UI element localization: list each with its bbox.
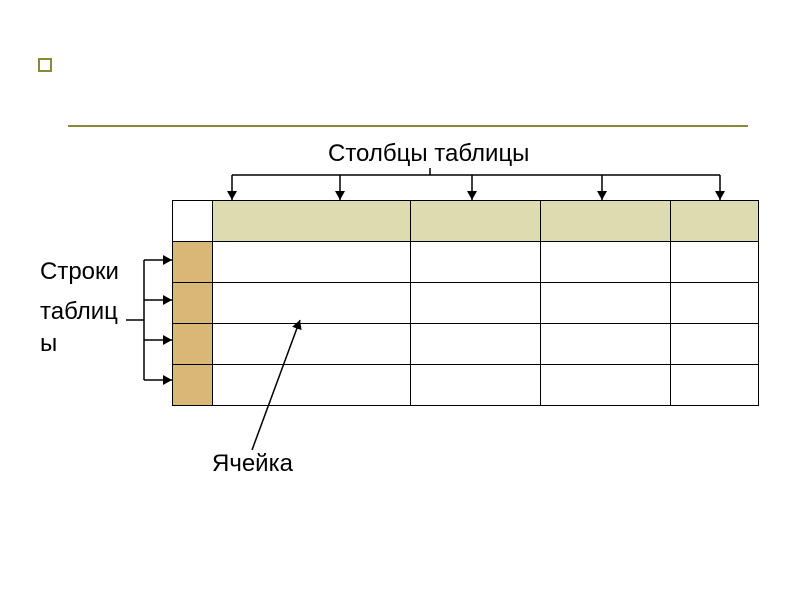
table-cell bbox=[671, 365, 759, 406]
table-cell bbox=[173, 242, 213, 283]
table-cell bbox=[411, 283, 541, 324]
table-cell bbox=[411, 242, 541, 283]
table-cell bbox=[671, 283, 759, 324]
slide-bullet bbox=[38, 58, 52, 72]
sample-table bbox=[172, 200, 759, 406]
title-underline bbox=[68, 125, 748, 127]
rows-label-line3: ы bbox=[40, 330, 57, 359]
table-cell bbox=[173, 283, 213, 324]
table-cell bbox=[541, 201, 671, 242]
table-cell bbox=[541, 283, 671, 324]
table-cell bbox=[411, 324, 541, 365]
table-cell bbox=[213, 365, 411, 406]
table-cell bbox=[671, 324, 759, 365]
table-cell bbox=[671, 242, 759, 283]
table-cell bbox=[213, 324, 411, 365]
table-cell bbox=[173, 365, 213, 406]
table-cell bbox=[173, 201, 213, 242]
table-cell bbox=[411, 365, 541, 406]
rows-label-line1: Строки bbox=[40, 258, 119, 287]
table-cell bbox=[213, 283, 411, 324]
diagram-stage: Столбцы таблицы Строки таблиц ы Ячейка bbox=[0, 0, 800, 600]
table-cell bbox=[411, 201, 541, 242]
cell-label: Ячейка bbox=[212, 450, 293, 479]
table-cell bbox=[213, 201, 411, 242]
table-cell bbox=[671, 201, 759, 242]
table-cell bbox=[173, 324, 213, 365]
table-cell bbox=[541, 242, 671, 283]
rows-label-line2: таблиц bbox=[40, 298, 118, 327]
table-cell bbox=[213, 242, 411, 283]
table-cell bbox=[541, 324, 671, 365]
table-cell bbox=[541, 365, 671, 406]
columns-label: Столбцы таблицы bbox=[328, 140, 529, 169]
